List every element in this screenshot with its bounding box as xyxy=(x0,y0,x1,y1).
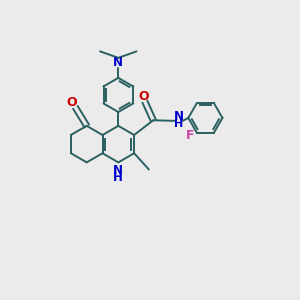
Text: F: F xyxy=(186,129,195,142)
Text: N: N xyxy=(174,110,184,123)
Text: O: O xyxy=(138,90,149,103)
Text: O: O xyxy=(67,96,77,109)
Text: H: H xyxy=(113,171,123,184)
Text: H: H xyxy=(174,119,183,129)
Text: N: N xyxy=(113,56,123,69)
Text: N: N xyxy=(113,164,123,177)
